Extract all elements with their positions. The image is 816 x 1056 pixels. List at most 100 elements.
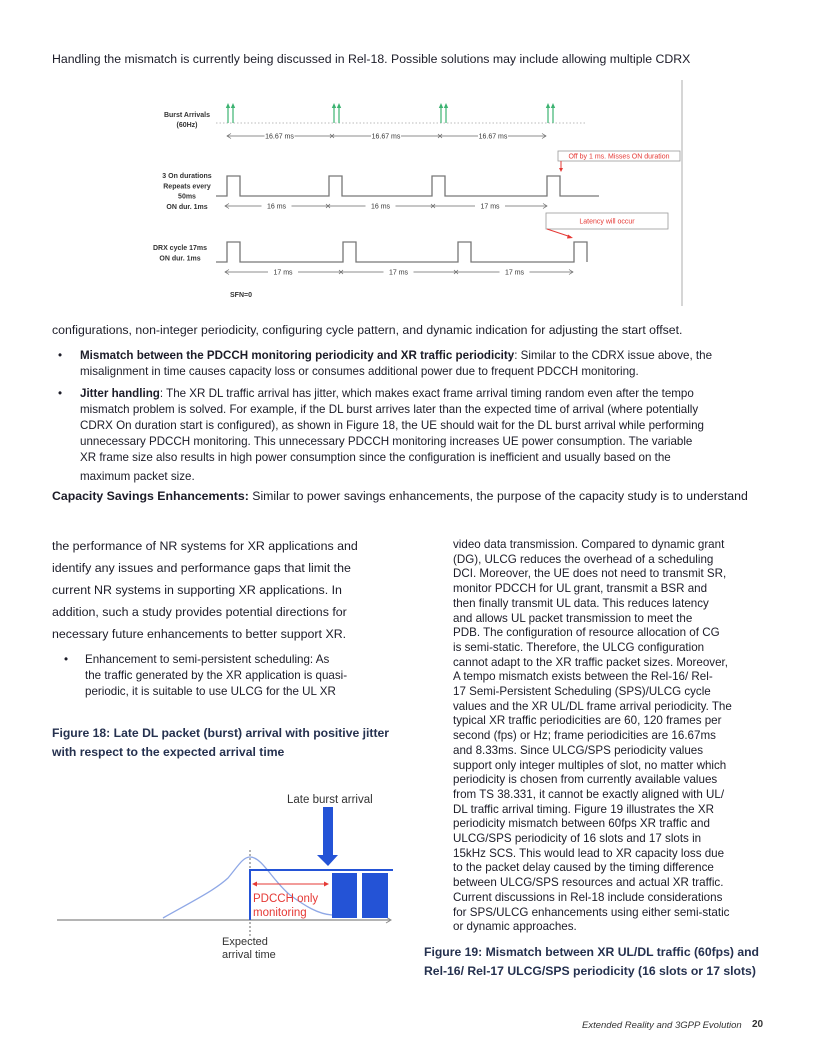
arrival-arrow-head [550,103,556,108]
dimension-label-bg [383,267,414,276]
dimension-tick [430,203,436,209]
text-line: ULCG/SPS periodicity of 16 slots and 17 … [453,832,702,846]
text-line: second (fps) or Hz; frame periodicities … [453,729,716,743]
arrival-arrow-head [545,103,551,108]
arrival-arrow-head [438,103,444,108]
dimension-label: 17 ms [389,270,409,277]
text-line: DL traffic arrival timing. Figure 19 ill… [453,802,714,816]
dimension-tick [453,269,459,275]
row-label: Burst Arrivals [164,112,210,119]
capacity-heading: Capacity Savings Enhancements: [52,489,249,503]
arrival-arrow-head [230,103,236,108]
dimension-label: 16.67 ms [265,134,294,141]
caption-line: Figure 18: Late DL packet (burst) arriva… [52,726,390,740]
dimension-arrow [226,133,232,139]
row-label: Repeats every [163,183,211,190]
bullet-text: unnecessary PDCCH monitoring. This unnec… [80,435,693,448]
dimension-arrow [542,203,548,209]
dimension-label-bg [371,131,401,140]
dimension-label: 17 ms [505,270,525,277]
row-label: ON dur. 1ms [159,256,200,263]
burst-block [362,873,388,918]
page-number: 20 [752,1019,764,1030]
off-note-arrow-head [559,168,563,172]
burst-block [332,873,357,918]
dimension-label-bg [268,267,298,276]
row-label: (60Hz) [176,122,197,129]
bullet-heading: Jitter handling [80,387,160,400]
text-line: identify any issues and performance gaps… [52,561,351,575]
bullet-text: maximum packet size. [80,470,195,483]
dimension-label-bg [264,131,295,140]
text-line: or dynamic approaches. [453,920,577,934]
capacity-paragraph: Capacity Savings Enhancements: Similar t… [52,489,748,503]
dimension-tick [329,133,335,139]
dimension-arrow [568,269,574,275]
expected-arrival-label: arrival time [222,949,276,961]
continuation-paragraph: configurations, non-integer periodicity,… [52,323,683,337]
text-line: addition, such a study provides potentia… [52,605,347,619]
dimension-label-bg [261,201,292,210]
on-duration-pulse-train [216,175,599,197]
dimension-label-bg [478,131,508,140]
dimension-label: 16 ms [267,204,287,211]
text-line: periodicity is chosen from currently ava… [453,773,718,787]
dimension-arrow [541,133,547,139]
text-line: between ULCG/SPS resources and actual XR… [453,876,724,890]
figure-18-caption: Figure 18: Late DL packet (burst) arriva… [52,724,389,762]
latency-note-text: Latency will occur [579,219,635,226]
bullet-item-jitter: • Jitter handling: The XR DL traffic arr… [58,386,780,485]
dimension-arrow [224,269,230,275]
bullet-text: XR frame size also results in high power… [80,451,671,464]
dimension-label-bg [475,201,505,210]
row-label: 50ms [178,194,196,201]
text-line: is semi-static. Therefore, the ULCG conf… [453,640,705,654]
dimension-arrow [224,203,230,209]
intro-paragraph: Handling the mismatch is currently being… [52,52,691,66]
text-line: from TS 38.331, it cannot be exactly ali… [453,787,725,801]
text-line: Enhancement to semi-persistent schedulin… [85,653,330,666]
latency-arrow-head [567,234,573,239]
text-line: Current discussions in Rel-18 include co… [453,890,723,904]
latency-note-box [545,212,669,230]
bullet-list: • Mismatch between the PDCCH monitoring … [58,348,780,485]
left-column-text: the performance of NR systems for XR app… [52,535,358,645]
caption-line: with respect to the expected arrival tim… [52,745,285,759]
off-note-text: Off by 1 ms. Misses ON duration [568,154,669,161]
text-line: A tempo mismatch exists between the Rel-… [453,670,713,684]
bullet-text: : The XR DL traffic arrival has jitter, … [159,387,694,400]
dimension-label-bg [365,201,396,210]
text-line: for SPS/ULCG enhancements using either s… [453,905,730,919]
cdrx-mismatch-diagram: Burst Arrivals (60Hz) 3 On durations Repeat… [153,80,683,306]
span-arrow-left-icon [252,881,257,887]
row-label: DRX cycle 17ms [153,245,207,252]
bullet-item-mismatch: • Mismatch between the PDCCH monitoring … [58,348,780,380]
text-line: then finally transmit UL data. This redu… [453,596,709,610]
dimension-label: 16 ms [371,204,391,211]
caption-line: Figure 19: Mismatch between XR UL/DL tra… [424,945,759,959]
text-line: necessary future enhancements to better … [52,627,347,641]
arrival-arrow-head [443,103,449,108]
off-note-box [557,150,681,162]
text-line: periodicity mismatch between 60fps XR tr… [453,817,710,831]
text-line: to the packet delay caused by the timing… [453,861,714,875]
sfn-label: SFN=0 [230,292,252,299]
text-line: the traffic generated by the XR applicat… [85,669,348,682]
text-line: typical XR traffic periodicities are 60,… [453,714,722,728]
bullet-first-line: Jitter handling: The XR DL traffic arriv… [80,386,780,402]
text-line: monitor PDCCH for UL grant, transmit a B… [453,582,708,596]
text-line: 17 Semi-Persistent Scheduling (SPS)/ULCG… [453,685,711,699]
figure-19-caption: Figure 19: Mismatch between XR UL/DL tra… [424,943,759,981]
bullet-icon: • [58,387,63,400]
text-line: cannot adapt to the XR traffic packet si… [453,655,728,669]
caption-line: Rel-16/ Rel-17 ULCG/SPS periodicity (16 … [424,964,756,978]
arrival-arrow-head [336,103,342,108]
dimension-tick [437,133,443,139]
right-column-text: video data transmission. Compared to dyn… [453,538,732,935]
late-arrival-arrow-icon [317,807,338,866]
pdcch-label: monitoring [253,907,307,919]
latency-arrow [546,228,572,238]
text-line: PDB. The configuration of resource alloc… [453,626,720,640]
dimension-label-bg [499,267,530,276]
row-label: ON dur. 1ms [166,204,207,211]
